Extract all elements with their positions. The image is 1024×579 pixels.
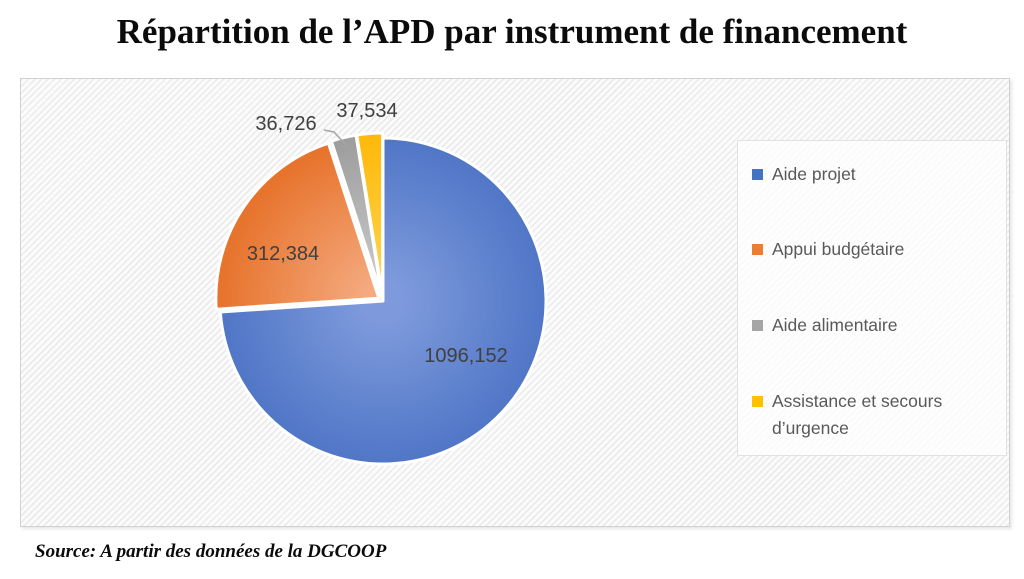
legend-item-appui-budgetaire: Appui budgétaire [752, 236, 998, 263]
data-label-appui-budgetaire: 312,384 [246, 243, 320, 265]
chart-title: Répartition de l’APD par instrument de f… [116, 12, 908, 51]
pie-slice-1 [218, 136, 548, 466]
legend-label: Appui budgétaire [772, 239, 905, 259]
data-label-aide-alimentaire: 36,726 [255, 113, 317, 135]
legend-item-assistance-secours: Assistance et secours d’urgence [752, 388, 998, 442]
pie-chart [214, 129, 548, 466]
legend-marker-assistance-secours [752, 396, 763, 407]
pie-slice-2 [214, 141, 381, 311]
source-note: Source: A partir des données de la DGCOO… [35, 541, 387, 562]
legend: Aide projet Appui budgétaire Aide alimen… [737, 140, 1007, 456]
legend-marker-aide-alimentaire [752, 320, 763, 331]
legend-label: Aide projet [772, 164, 856, 184]
legend-item-aide-alimentaire: Aide alimentaire [752, 312, 998, 339]
plot-area: 1096,152 312,384 36,726 37,534 Aide proj… [20, 78, 1010, 527]
legend-item-aide-projet: Aide projet [752, 161, 998, 188]
data-label-aide-projet: 1096,152 [424, 345, 508, 367]
pie-slices [214, 131, 548, 466]
legend-label: Aide alimentaire [772, 315, 898, 335]
legend-marker-aide-projet [752, 169, 763, 180]
legend-label: Assistance et secours d’urgence [772, 391, 943, 438]
legend-marker-appui-budgetaire [752, 244, 763, 255]
label-leader-line [323, 129, 347, 146]
pie-slice-4 [355, 131, 385, 298]
data-label-assistance-secours: 37,534 [336, 100, 398, 122]
